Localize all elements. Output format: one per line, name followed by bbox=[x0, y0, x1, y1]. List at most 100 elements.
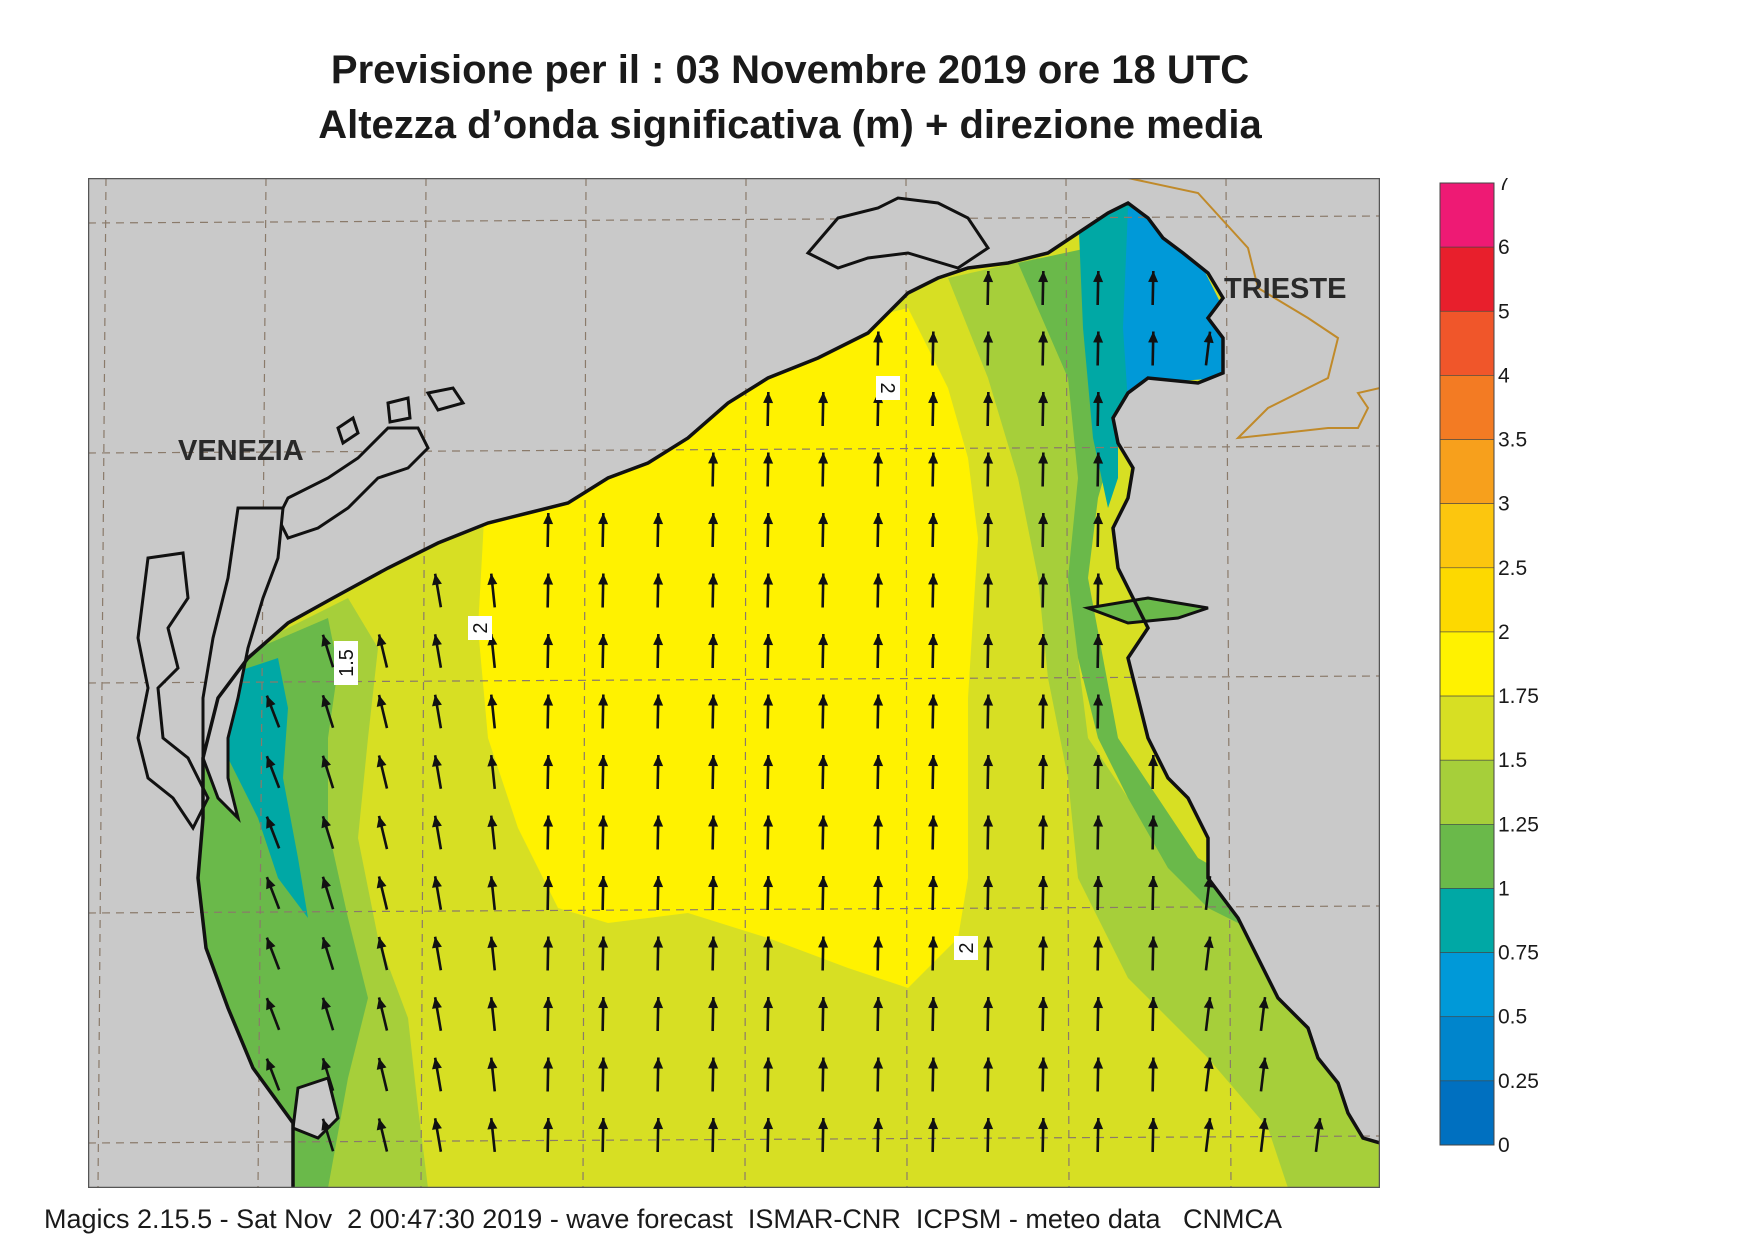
color-scale-frame bbox=[1439, 182, 1495, 1146]
wave-arrow bbox=[321, 634, 335, 668]
wave-arrow-head bbox=[1258, 1057, 1269, 1070]
contour-label-1-5-west: 1.5 bbox=[334, 641, 358, 685]
wave-arrow-head bbox=[266, 816, 276, 829]
island-lido bbox=[276, 426, 430, 540]
wave-arrow bbox=[1038, 573, 1049, 608]
wave-arrow bbox=[983, 754, 994, 790]
wave-arrow-head bbox=[983, 452, 994, 464]
color-scale-tick-label: 4 bbox=[1498, 364, 1510, 387]
wave-arrow bbox=[321, 694, 335, 729]
wave-arrow bbox=[321, 997, 335, 1031]
wave-arrow bbox=[598, 754, 609, 790]
wave-arrow-head bbox=[1203, 997, 1214, 1009]
color-scale-tick-label: 6 bbox=[1498, 236, 1510, 259]
wave-arrow-head bbox=[598, 936, 609, 948]
wave-arrow-head bbox=[818, 876, 829, 888]
wave-arrow-head bbox=[1093, 876, 1104, 888]
wave-arrow-head bbox=[653, 997, 664, 1009]
city-label-venezia: VENEZIA bbox=[178, 435, 304, 467]
wave-arrow bbox=[653, 512, 664, 548]
wave-arrow bbox=[1258, 996, 1269, 1032]
wave-arrow-head bbox=[598, 573, 609, 585]
wave-arrow-head bbox=[321, 876, 331, 889]
wave-arrow-head bbox=[818, 755, 829, 767]
wave-arrow-head bbox=[1093, 1118, 1104, 1130]
wave-arrow-head bbox=[1093, 573, 1104, 585]
wave-arrow-head bbox=[653, 1118, 664, 1130]
wave-arrow-head bbox=[1038, 1057, 1049, 1069]
wave-arrow-head bbox=[266, 937, 276, 950]
wave-arrow-head bbox=[1313, 1118, 1324, 1130]
wave-arrow bbox=[1038, 391, 1049, 427]
wave-arrow-head bbox=[928, 815, 939, 827]
color-scale-bands bbox=[1439, 182, 1495, 1146]
wave-arrow-head bbox=[543, 815, 554, 827]
wave-arrow bbox=[1148, 875, 1159, 911]
wave-arrow-head bbox=[266, 1058, 276, 1071]
wave-arrow bbox=[321, 815, 335, 850]
wave-arrow-head bbox=[928, 573, 939, 585]
wave-arrow bbox=[598, 875, 609, 911]
grid-line-lat-4 bbox=[88, 905, 1380, 914]
color-scale-band bbox=[1439, 375, 1495, 440]
wave-arrow bbox=[983, 391, 994, 427]
wave-arrow-head bbox=[928, 876, 939, 888]
wave-arrow-head bbox=[1093, 392, 1104, 404]
wave-arrow-head bbox=[983, 513, 994, 525]
color-scale-band bbox=[1439, 1016, 1495, 1082]
wave-map: 2 2 2 1.5 VENEZIA TRIESTE bbox=[88, 178, 1380, 1188]
grid-line-lat-2 bbox=[88, 445, 1380, 454]
wave-arrow-head bbox=[376, 1118, 387, 1131]
wave-arrow-head bbox=[376, 936, 387, 949]
wave-arrow-head bbox=[543, 936, 554, 948]
wave-arrow bbox=[1148, 996, 1159, 1032]
wave-arrow bbox=[983, 694, 994, 729]
footer-credit: Magics 2.15.5 - Sat Nov 2 00:47:30 2019 … bbox=[44, 1204, 1282, 1234]
wave-arrow-head bbox=[653, 1057, 664, 1069]
wave-arrow-head bbox=[708, 1057, 719, 1069]
grid-line-lat-1 bbox=[88, 215, 1380, 224]
wave-arrow bbox=[1038, 936, 1049, 971]
wave-arrow bbox=[873, 815, 884, 850]
color-scale-labels: 7 6 5 4 3.5 3 2.5 2 1.75 1.5 1.25 1 0.75 0.5 0.25 0 bbox=[1498, 178, 1539, 1157]
wave-arrow bbox=[708, 452, 719, 487]
wave-arrow bbox=[487, 815, 498, 850]
wave-arrow-head bbox=[708, 573, 719, 585]
wave-arrow-head bbox=[321, 695, 331, 708]
color-scale-band bbox=[1439, 182, 1495, 248]
color-scale-band bbox=[1439, 695, 1495, 761]
wave-arrow bbox=[1148, 754, 1159, 790]
wave-arrow-head bbox=[873, 815, 884, 827]
wave-arrow bbox=[487, 875, 498, 911]
wave-arrow bbox=[1258, 1117, 1269, 1153]
wave-arrow bbox=[983, 452, 994, 487]
wave-arrow bbox=[487, 996, 498, 1032]
color-scale-tick-label: 5 bbox=[1498, 300, 1510, 323]
color-scale-tick-label: 1 bbox=[1498, 877, 1510, 900]
wave-arrow bbox=[432, 997, 443, 1031]
wave-arrow-head bbox=[1093, 513, 1104, 525]
wave-arrow bbox=[487, 573, 498, 608]
wave-arrow bbox=[763, 633, 774, 669]
wave-arrow bbox=[928, 754, 939, 790]
wave-arrow-head bbox=[1038, 694, 1049, 706]
wave-arrow-head bbox=[321, 997, 331, 1010]
wave-arrow-head bbox=[487, 936, 498, 949]
wave-arrow bbox=[653, 754, 664, 790]
wave-arrow-head bbox=[873, 694, 884, 706]
wave-arrow-head bbox=[376, 755, 387, 768]
wave-arrow bbox=[487, 936, 498, 971]
wave-arrow-head bbox=[983, 271, 994, 283]
wave-arrow-head bbox=[487, 876, 498, 888]
wave-arrow bbox=[1093, 996, 1104, 1032]
wave-arrow-head bbox=[432, 936, 442, 949]
wave-arrow-head bbox=[928, 997, 939, 1009]
wave-arrow bbox=[653, 996, 664, 1032]
wave-arrow-head bbox=[983, 1057, 994, 1069]
wave-arrow bbox=[598, 1057, 609, 1092]
wave-arrow bbox=[708, 996, 719, 1032]
wave-arrow bbox=[1148, 1117, 1159, 1153]
wave-arrow bbox=[265, 937, 281, 970]
wave-arrow bbox=[265, 1058, 281, 1091]
wave-arrow bbox=[928, 1117, 939, 1153]
